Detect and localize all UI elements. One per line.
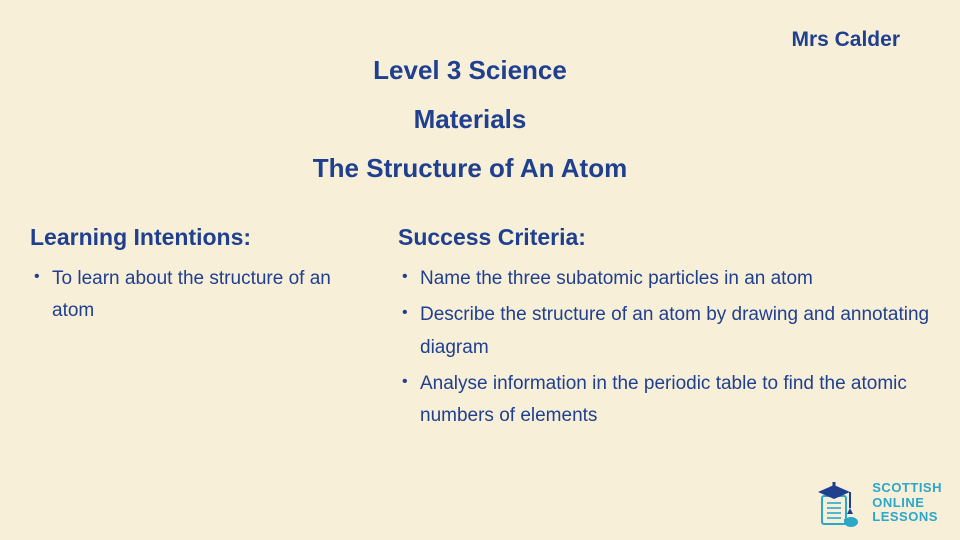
- logo-icon: [814, 478, 864, 528]
- title-subtopic: The Structure of An Atom: [180, 153, 760, 184]
- learning-intentions-list: To learn about the structure of an atom: [30, 263, 370, 328]
- logo-text: SCOTTISH ONLINE LESSONS: [872, 481, 942, 526]
- learning-intentions-column: Learning Intentions: To learn about the …: [30, 224, 370, 436]
- list-item: To learn about the structure of an atom: [30, 263, 370, 328]
- logo-text-line: LESSONS: [872, 510, 942, 525]
- list-item: Name the three subatomic particles in an…: [398, 263, 930, 295]
- success-criteria-heading: Success Criteria:: [398, 224, 930, 251]
- list-item: Analyse information in the periodic tabl…: [398, 368, 930, 433]
- brand-logo: SCOTTISH ONLINE LESSONS: [814, 478, 942, 528]
- learning-intentions-heading: Learning Intentions:: [30, 224, 370, 251]
- teacher-name: Mrs Calder: [791, 28, 900, 52]
- content-columns: Learning Intentions: To learn about the …: [0, 184, 960, 436]
- title-block: Level 3 Science Materials The Structure …: [180, 0, 760, 184]
- title-level: Level 3 Science: [180, 55, 760, 86]
- logo-text-line: SCOTTISH: [872, 481, 942, 496]
- success-criteria-column: Success Criteria: Name the three subatom…: [398, 224, 930, 436]
- list-item: Describe the structure of an atom by dra…: [398, 299, 930, 364]
- logo-text-line: ONLINE: [872, 496, 942, 511]
- title-topic: Materials: [180, 104, 760, 135]
- success-criteria-list: Name the three subatomic particles in an…: [398, 263, 930, 432]
